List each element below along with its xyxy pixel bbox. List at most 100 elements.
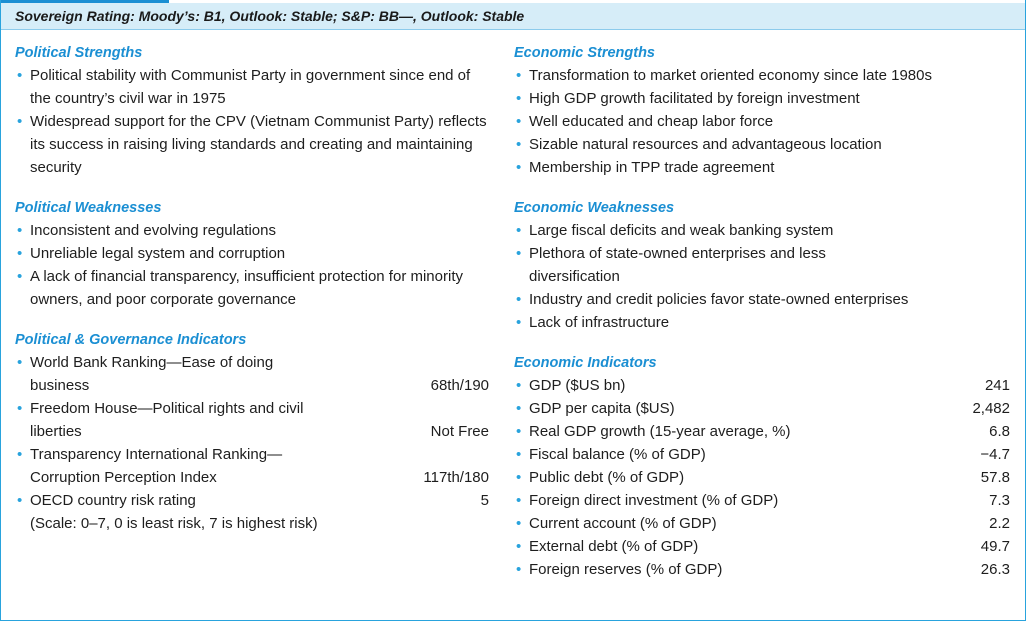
bullet-icon: •: [17, 354, 23, 371]
indicator-label: Fiscal balance (% of GDP): [529, 446, 706, 463]
political-indicators-list: • World Bank Ranking—Ease of doing busine…: [15, 351, 489, 512]
bullet-icon: •: [516, 492, 522, 509]
economic-indicators-section: Economic Indicators • GDP ($US bn) 241 • GD…: [514, 352, 1010, 581]
bullet-icon: •: [17, 245, 23, 262]
rating-header: Sovereign Rating: Moody’s: B1, Outlook: …: [1, 3, 1025, 30]
section-title: Economic Strengths: [514, 45, 655, 61]
list-item: • Transformation to market oriented econo…: [514, 64, 934, 87]
indicator-value: 57.8: [980, 469, 1010, 486]
left-column: Political Strengths • Political stability…: [15, 42, 489, 553]
indicator-value: 6.8: [989, 423, 1010, 440]
list-item: • Widespread support for the CPV (Vietnam…: [15, 110, 489, 179]
political-strengths-section: Political Strengths • Political stability…: [15, 42, 489, 179]
indicator-label: Freedom House—Political rights and civil…: [30, 400, 304, 440]
bullet-icon: •: [516, 561, 522, 578]
bullet-icon: •: [516, 377, 522, 394]
section-title: Political & Governance Indicators: [15, 332, 247, 348]
section-title: Economic Indicators: [514, 355, 657, 371]
indicator-value: 5: [480, 492, 489, 509]
bullet-icon: •: [516, 222, 522, 239]
economic-weaknesses-section: Economic Weaknesses • Large fiscal defici…: [514, 197, 1010, 334]
bullet-icon: •: [17, 113, 23, 130]
list-item: • Plethora of state-owned enterprises and…: [514, 242, 914, 288]
list-item: • A lack of financial transparency, insuf…: [15, 265, 489, 311]
right-column: Economic Strengths • Transformation to ma…: [514, 42, 1010, 599]
political-strengths-list: • Political stability with Communist Part…: [15, 64, 489, 179]
indicator-label: OECD country risk rating: [30, 492, 196, 509]
bullet-icon: •: [516, 67, 522, 84]
list-item: • Political stability with Communist Part…: [15, 64, 489, 110]
political-indicators-section: Political & Governance Indicators • World…: [15, 329, 489, 535]
indicator-row: • World Bank Ranking—Ease of doing busine…: [15, 351, 489, 397]
indicator-row: • Fiscal balance (% of GDP) −4.7: [514, 443, 1010, 466]
indicator-label: Foreign reserves (% of GDP): [529, 561, 723, 578]
bullet-icon: •: [516, 538, 522, 555]
indicator-row: • OECD country risk rating 5: [15, 489, 489, 512]
indicator-row: • Transparency International Ranking—Corr…: [15, 443, 489, 489]
bullet-icon: •: [17, 268, 23, 285]
bullet-icon: •: [516, 469, 522, 486]
indicator-value: 2.2: [989, 515, 1010, 532]
economic-strengths-section: Economic Strengths • Transformation to ma…: [514, 42, 1010, 179]
bullet-icon: •: [516, 90, 522, 107]
indicator-row: • Foreign direct investment (% of GDP) 7.3: [514, 489, 1010, 512]
scale-note: (Scale: 0–7, 0 is least risk, 7 is highe…: [30, 515, 318, 532]
list-item: • Unreliable legal system and corruption: [15, 242, 489, 265]
list-item: • Inconsistent and evolving regulations: [15, 219, 489, 242]
bullet-icon: •: [516, 245, 522, 262]
indicator-label: Foreign direct investment (% of GDP): [529, 492, 779, 509]
bullet-icon: •: [516, 515, 522, 532]
political-weaknesses-list: • Inconsistent and evolving regulations •…: [15, 219, 489, 311]
indicator-value: 241: [984, 377, 1010, 394]
indicator-row: • Public debt (% of GDP) 57.8: [514, 466, 1010, 489]
indicator-row: • GDP ($US bn) 241: [514, 374, 1010, 397]
indicator-label: GDP ($US bn): [529, 377, 626, 394]
list-item: • Industry and credit policies favor stat…: [514, 288, 914, 311]
list-item: • Sizable natural resources and advantage…: [514, 133, 934, 156]
top-accent-tab: [1, 0, 169, 3]
indicator-label: External debt (% of GDP): [529, 538, 699, 555]
indicator-row: • External debt (% of GDP) 49.7: [514, 535, 1010, 558]
indicator-label: Current account (% of GDP): [529, 515, 717, 532]
bullet-icon: •: [516, 113, 522, 130]
indicator-value: 49.7: [980, 538, 1010, 555]
bullet-icon: •: [17, 400, 23, 417]
indicator-row: • GDP per capita ($US) 2,482: [514, 397, 1010, 420]
bullet-icon: •: [516, 159, 522, 176]
indicator-label: Transparency International Ranking—Corru…: [30, 446, 283, 486]
bullet-icon: •: [516, 423, 522, 440]
indicator-value: Not Free: [430, 423, 489, 440]
list-item: • Well educated and cheap labor force: [514, 110, 934, 133]
bullet-icon: •: [516, 314, 522, 331]
bullet-icon: •: [17, 446, 23, 463]
political-weaknesses-section: Political Weaknesses • Inconsistent and e…: [15, 197, 489, 311]
list-item: • Membership in TPP trade agreement: [514, 156, 934, 179]
bullet-icon: •: [17, 492, 23, 509]
indicator-label: World Bank Ranking—Ease of doing busines…: [30, 354, 274, 394]
indicator-label: Real GDP growth (15-year average, %): [529, 423, 791, 440]
economic-weaknesses-list: • Large fiscal deficits and weak banking …: [514, 219, 914, 334]
bullet-icon: •: [17, 222, 23, 239]
list-item: • High GDP growth facilitated by foreign …: [514, 87, 934, 110]
indicator-label: Public debt (% of GDP): [529, 469, 685, 486]
bullet-icon: •: [516, 291, 522, 308]
list-item: • Large fiscal deficits and weak banking …: [514, 219, 914, 242]
bullet-icon: •: [516, 446, 522, 463]
bullet-icon: •: [516, 136, 522, 153]
indicator-value: 2,482: [972, 400, 1010, 417]
section-title: Economic Weaknesses: [514, 200, 675, 216]
section-title: Political Strengths: [15, 45, 143, 61]
list-item: • Lack of infrastructure: [514, 311, 914, 334]
indicator-value: 7.3: [989, 492, 1010, 509]
indicator-row: • Current account (% of GDP) 2.2: [514, 512, 1010, 535]
indicator-value: 117th/180: [423, 469, 489, 486]
bullet-icon: •: [17, 67, 23, 84]
indicator-value: −4.7: [980, 446, 1010, 463]
indicator-value: 26.3: [980, 561, 1010, 578]
economic-strengths-list: • Transformation to market oriented econo…: [514, 64, 934, 179]
indicator-row: • Freedom House—Political rights and civi…: [15, 397, 489, 443]
section-title: Political Weaknesses: [15, 200, 162, 216]
indicator-value: 68th/190: [430, 377, 489, 394]
economic-indicators-list: • GDP ($US bn) 241 • GDP per capita ($US) 2,…: [514, 374, 1010, 581]
